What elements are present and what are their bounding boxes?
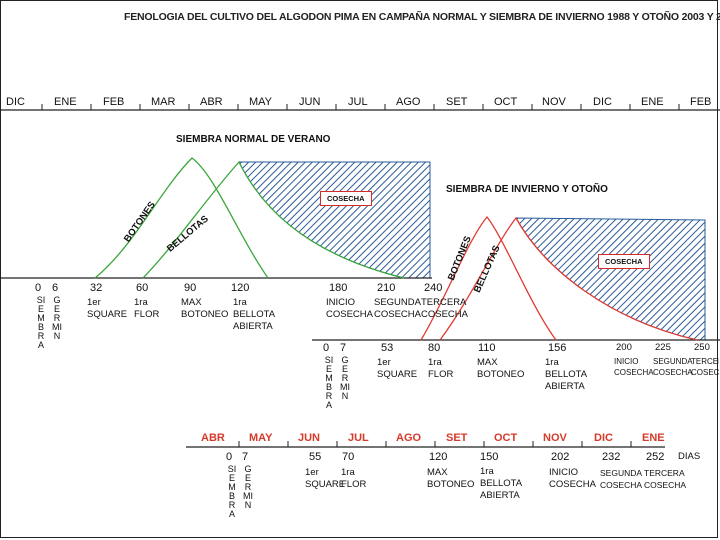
normal-stage-label: MAX BOTONEO	[181, 297, 229, 320]
normal-stage-label: SEGUNDA COSECHA	[374, 297, 421, 320]
bottom-month-label: DIC	[594, 432, 613, 444]
bottom-month-label: AGO	[396, 432, 422, 444]
winter-germin-day: 7	[340, 342, 347, 354]
winter-stage-day: 80	[428, 342, 441, 354]
winter-germin-vertical: GERMIN	[340, 355, 350, 401]
winter-stage-label: SEGUNDA COSECHA	[653, 357, 693, 377]
winter-botones-curve	[420, 215, 557, 341]
dias-label: DIAS	[678, 451, 701, 462]
section-winter-label: SIEMBRA DE INVIERNO Y OTOÑO	[446, 184, 608, 195]
germin-day: 6	[52, 282, 59, 294]
month-label: ABR	[200, 96, 223, 108]
bottom-stage-day: 252	[646, 451, 665, 463]
bottom-stage-label: MAX BOTONEO	[427, 467, 475, 490]
normal-stage-label: 1ra BELLOTA ABIERTA	[233, 297, 276, 332]
bottom-stage-label: INICIO COSECHA	[549, 467, 596, 490]
bottom-month-label: ABR	[201, 432, 225, 444]
normal-stage-day: 210	[377, 282, 396, 294]
bottom-stage-day: 70	[342, 451, 355, 463]
siembra-vertical: SIEMBRA	[36, 295, 46, 350]
bottom-month-label: JUN	[298, 432, 321, 444]
bottom-month-label: ENE	[642, 432, 665, 444]
month-label: ENE	[641, 96, 664, 108]
month-label: SET	[446, 96, 468, 108]
bottom-month-label: SET	[446, 432, 468, 444]
germin-vertical: GERMIN	[52, 295, 62, 341]
bottom-stage-label: 1er SQUARE	[305, 467, 346, 490]
diagram-title: FENOLOGIA DEL CULTIVO DEL ALGODON PIMA E…	[124, 11, 720, 23]
winter-stage-day: 53	[381, 342, 394, 354]
winter-harvest-label: COSECHA	[598, 254, 650, 269]
month-label: OCT	[494, 96, 518, 108]
bottom-stage-day: 232	[602, 451, 621, 463]
siembra-day: 0	[35, 282, 42, 294]
normal-bellotas-curve	[142, 160, 405, 279]
month-label: NOV	[542, 96, 566, 108]
normal-stage-day: 120	[231, 282, 250, 294]
bottom-stage-day: 55	[309, 451, 322, 463]
winter-siembra-vertical: SIEMBRA	[324, 355, 334, 410]
month-label: DIC	[6, 96, 25, 108]
bottom-stage-label: SEGUNDA COSECHA	[600, 468, 643, 490]
month-label: FEB	[103, 96, 125, 108]
section-normal-label: SIEMBRA NORMAL DE VERANO	[176, 134, 331, 145]
winter-stage-label: 1ra BELLOTA ABIERTA	[545, 357, 588, 392]
month-label: MAR	[151, 96, 176, 108]
month-label: JUL	[348, 96, 368, 108]
month-label: ENE	[54, 96, 77, 108]
normal-stage-label: 1ra FLOR	[134, 297, 160, 320]
winter-stage-day: 225	[655, 342, 671, 353]
winter-stage-day: 200	[616, 342, 632, 353]
bottom-month-label: NOV	[543, 432, 567, 444]
normal-stage-day: 90	[184, 282, 197, 294]
winter-stage-day: 250	[694, 342, 710, 353]
normal-stage-day: 32	[90, 282, 103, 294]
month-label: JUN	[299, 96, 321, 108]
winter-stage-day: 110	[478, 342, 496, 354]
month-label: MAY	[249, 96, 273, 108]
bottom-stage-label: 1ra FLOR	[341, 467, 367, 490]
normal-harvest-area	[238, 161, 431, 279]
winter-stage-label: INICIO COSECHA	[614, 357, 654, 377]
normal-botones-curve	[94, 157, 269, 279]
winter-siembra-day: 0	[323, 342, 330, 354]
normal-stage-day: 240	[424, 282, 443, 294]
normal-stage-label: 1er SQUARE	[87, 297, 128, 320]
month-label: FEB	[690, 96, 712, 108]
bottom-stage-day: 150	[480, 451, 499, 463]
bottom-stage-label: TERCERA COSECHA	[644, 468, 687, 490]
bottom-stage-label: 1ra BELLOTA ABIERTA	[480, 466, 523, 501]
normal-stage-label: TERCERA COSECHA	[421, 297, 468, 320]
bottom-month-label: JUL	[348, 432, 369, 444]
bottom-stage-day: 202	[551, 451, 570, 463]
bottom-germin-day: 7	[242, 451, 249, 463]
winter-stage-label: 1ra FLOR	[428, 357, 454, 380]
bottom-stage-day: 120	[429, 451, 448, 463]
winter-stage-label: 1er SQUARE	[377, 357, 418, 380]
bottom-germin-vertical: GERMIN	[243, 464, 253, 510]
winter-bellotas-curve	[439, 216, 698, 341]
normal-stage-day: 180	[329, 282, 348, 294]
bottom-siembra-vertical: SIEMBRA	[227, 464, 237, 519]
winter-stage-label: MAX BOTONEO	[477, 357, 525, 380]
normal-stage-day: 60	[136, 282, 149, 294]
bottom-month-label: OCT	[494, 432, 518, 444]
winter-stage-day: 156	[548, 342, 567, 354]
month-label: DIC	[593, 96, 612, 108]
normal-stage-label: INICIO COSECHA	[326, 297, 373, 320]
normal-harvest-label: COSECHA	[320, 191, 372, 206]
month-label: AGO	[396, 96, 421, 108]
bottom-month-label: MAY	[249, 432, 273, 444]
bottom-siembra-day: 0	[226, 451, 233, 463]
